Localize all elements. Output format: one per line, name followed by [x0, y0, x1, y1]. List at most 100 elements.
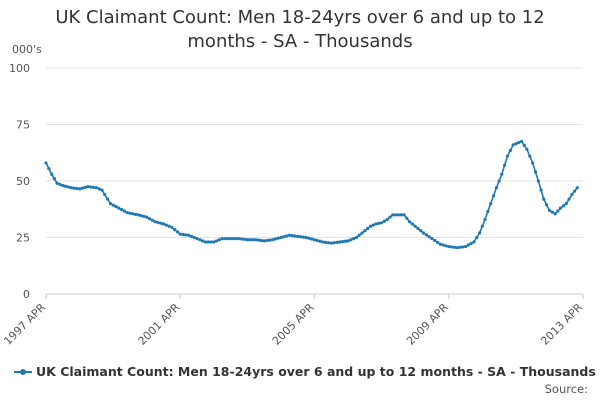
data-point[interactable]: [438, 242, 442, 246]
data-point[interactable]: [421, 231, 426, 235]
data-point[interactable]: [519, 139, 524, 144]
data-point[interactable]: [500, 172, 504, 176]
data-point[interactable]: [533, 170, 538, 174]
data-point[interactable]: [567, 197, 571, 201]
data-point[interactable]: [128, 211, 132, 215]
data-point[interactable]: [497, 179, 501, 183]
data-point[interactable]: [209, 240, 213, 244]
data-point[interactable]: [94, 186, 98, 190]
data-point[interactable]: [447, 244, 451, 249]
data-point[interactable]: [338, 240, 342, 244]
data-point[interactable]: [371, 223, 375, 227]
data-point[interactable]: [161, 222, 166, 226]
data-point[interactable]: [131, 212, 135, 216]
data-point[interactable]: [494, 186, 499, 190]
data-point[interactable]: [44, 161, 48, 165]
data-point[interactable]: [254, 238, 258, 242]
data-point[interactable]: [508, 148, 512, 153]
data-point[interactable]: [449, 245, 454, 249]
data-point[interactable]: [410, 222, 414, 226]
data-point[interactable]: [388, 215, 392, 219]
data-point[interactable]: [75, 186, 79, 191]
data-point[interactable]: [203, 240, 208, 244]
data-point[interactable]: [290, 234, 294, 238]
data-point[interactable]: [354, 235, 359, 240]
data-point[interactable]: [349, 238, 353, 242]
data-point[interactable]: [340, 240, 345, 244]
data-point[interactable]: [215, 239, 219, 243]
data-point[interactable]: [192, 235, 196, 240]
legend[interactable]: UK Claimant Count: Men 18-24yrs over 6 a…: [14, 364, 596, 379]
data-point[interactable]: [69, 186, 73, 190]
data-point[interactable]: [413, 224, 417, 228]
data-point[interactable]: [201, 239, 205, 243]
data-point[interactable]: [385, 217, 389, 222]
data-point[interactable]: [273, 237, 277, 241]
data-point[interactable]: [516, 140, 521, 145]
data-point[interactable]: [522, 143, 526, 148]
data-point[interactable]: [382, 219, 387, 223]
data-point[interactable]: [103, 192, 107, 197]
data-point[interactable]: [63, 184, 68, 188]
data-point[interactable]: [145, 215, 149, 219]
data-point[interactable]: [357, 233, 361, 237]
data-point[interactable]: [478, 231, 482, 235]
data-point[interactable]: [97, 187, 101, 191]
data-point[interactable]: [536, 179, 540, 183]
data-point[interactable]: [108, 202, 113, 206]
data-point[interactable]: [117, 206, 121, 210]
data-point[interactable]: [307, 236, 311, 240]
data-point[interactable]: [427, 235, 431, 239]
data-point[interactable]: [483, 217, 487, 222]
data-point[interactable]: [575, 186, 579, 190]
data-point[interactable]: [550, 210, 554, 214]
data-point[interactable]: [301, 235, 305, 239]
data-point[interactable]: [380, 221, 384, 225]
data-point[interactable]: [167, 224, 171, 228]
data-point[interactable]: [61, 183, 65, 188]
data-point[interactable]: [136, 213, 140, 217]
data-point[interactable]: [441, 243, 445, 247]
data-point[interactable]: [399, 213, 403, 217]
data-point[interactable]: [150, 218, 154, 222]
data-point[interactable]: [363, 229, 367, 233]
data-point[interactable]: [366, 226, 370, 231]
data-point[interactable]: [486, 209, 490, 214]
data-point[interactable]: [66, 185, 70, 189]
data-point[interactable]: [368, 224, 373, 228]
data-point[interactable]: [159, 221, 163, 225]
data-point[interactable]: [324, 240, 328, 244]
data-point[interactable]: [332, 241, 336, 245]
data-point[interactable]: [326, 241, 331, 245]
data-point[interactable]: [570, 192, 574, 197]
data-point[interactable]: [335, 240, 339, 244]
data-point[interactable]: [419, 229, 423, 233]
data-point[interactable]: [133, 212, 138, 216]
data-point[interactable]: [89, 185, 93, 189]
data-point[interactable]: [296, 234, 300, 238]
data-point[interactable]: [542, 197, 546, 201]
data-point[interactable]: [77, 187, 82, 191]
data-point[interactable]: [223, 237, 227, 241]
data-point[interactable]: [298, 235, 303, 239]
data-point[interactable]: [452, 245, 456, 249]
data-point[interactable]: [270, 238, 275, 242]
data-point[interactable]: [100, 188, 104, 192]
data-point[interactable]: [433, 238, 437, 243]
data-point[interactable]: [310, 237, 314, 241]
data-point[interactable]: [304, 235, 308, 240]
data-point[interactable]: [125, 211, 129, 215]
data-point[interactable]: [561, 204, 565, 208]
data-point[interactable]: [217, 238, 222, 242]
data-point[interactable]: [139, 214, 143, 218]
data-point[interactable]: [226, 237, 230, 241]
data-point[interactable]: [242, 237, 247, 241]
data-point[interactable]: [312, 238, 317, 242]
data-point[interactable]: [374, 222, 378, 226]
data-point[interactable]: [240, 237, 244, 241]
data-point[interactable]: [346, 239, 350, 243]
data-point[interactable]: [206, 240, 210, 244]
data-point[interactable]: [91, 185, 96, 189]
data-point[interactable]: [228, 237, 233, 241]
data-point[interactable]: [181, 232, 185, 237]
